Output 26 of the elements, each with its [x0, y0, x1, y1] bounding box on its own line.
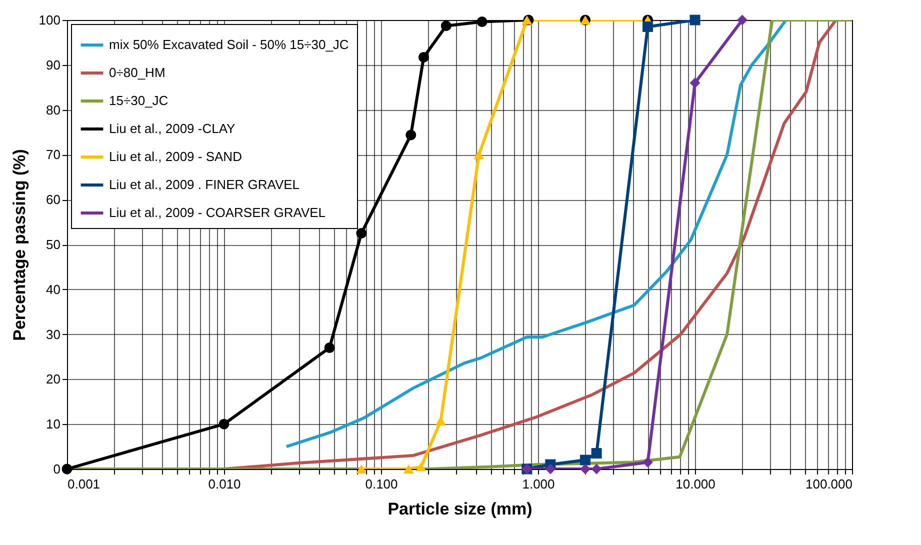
y-tick-label: 10	[46, 416, 60, 432]
legend-label: 0÷80_HM	[109, 65, 166, 80]
y-tick-label: 40	[46, 282, 60, 297]
y-tick-label: 90	[46, 57, 60, 72]
y-tick-label: 80	[46, 102, 60, 118]
legend-label: 15÷30_JC	[109, 93, 168, 108]
y-axis-title: Percentage passing (%)	[10, 149, 29, 341]
y-tick-label: 100	[38, 12, 60, 28]
y-tick-label: 60	[46, 192, 60, 208]
legend-label: mix 50% Excavated Soil - 50% 15÷30_JC	[109, 37, 349, 52]
y-tick-label: 50	[46, 237, 60, 252]
legend-label: Liu et al., 2009 - SAND	[109, 149, 242, 164]
y-tick-label: 30	[46, 326, 60, 342]
x-tick-label: 0.100	[365, 476, 398, 492]
x-tick-label: 10.000	[676, 476, 716, 492]
y-tick-label: 0	[53, 462, 60, 476]
x-tick-label: 1.000	[522, 476, 555, 492]
x-tick-label: 0.010	[208, 476, 241, 492]
x-tick-label: 0.001	[68, 476, 100, 492]
legend-label: Liu et al., 2009 -CLAY	[109, 121, 236, 136]
legend-label: Liu et al., 2009 - COARSER GRAVEL	[109, 205, 326, 220]
y-tick-label: 70	[46, 147, 60, 162]
y-tick-label: 20	[46, 372, 60, 387]
x-axis-title: Particle size (mm)	[388, 500, 532, 518]
legend-label: Liu et al., 2009 . FINER GRAVEL	[109, 177, 300, 192]
x-tick-label: 100.000	[806, 476, 852, 492]
